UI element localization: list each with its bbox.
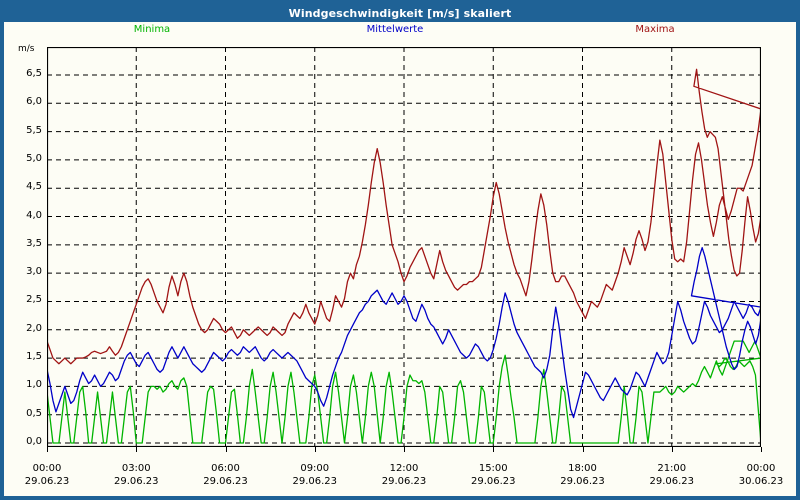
- series-line-mittelwerte: [47, 247, 761, 419]
- x-axis-tick-mark: [493, 447, 495, 452]
- x-axis-tick-label: 15:00 29.06.23: [458, 462, 528, 488]
- x-tick-date: 29.06.23: [203, 476, 248, 487]
- x-axis-tick-label: 18:00 29.06.23: [548, 462, 618, 488]
- y-axis-tick-label: 4,0: [26, 209, 42, 221]
- x-tick-date: 29.06.23: [113, 476, 159, 487]
- x-tick-time: 18:00: [568, 463, 597, 474]
- legend-item-minima: Minima: [4, 24, 300, 35]
- y-axis-tick-label: 4,5: [26, 181, 42, 193]
- y-axis-tick-label: 5,5: [26, 124, 42, 136]
- series-line-minima: [47, 340, 761, 444]
- data-series-group: [47, 68, 761, 444]
- y-axis-tick-label: 2,5: [26, 294, 42, 306]
- y-axis-tick-label: 1,0: [26, 379, 42, 391]
- chart-svg: [47, 47, 761, 447]
- x-axis-tick-label: 00:00 30.06.23: [726, 462, 796, 488]
- x-axis-tick-mark: [314, 447, 316, 452]
- x-axis-tick-mark: [47, 447, 48, 452]
- legend-label-maxima: Maxima: [635, 24, 675, 35]
- y-axis-tick-label: 5,0: [26, 152, 42, 164]
- x-tick-date: 29.06.23: [381, 476, 427, 487]
- x-tick-time: 21:00: [657, 463, 687, 474]
- x-tick-date: 29.06.23: [649, 476, 695, 487]
- x-axis-tick-mark: [404, 447, 405, 452]
- x-axis-tick-label: 03:00 29.06.23: [101, 462, 171, 488]
- legend-label-mittelwerte: Mittelwerte: [366, 24, 424, 35]
- legend-label-minima: Minima: [133, 24, 171, 35]
- legend-item-mittelwerte: Mittelwerte: [300, 24, 490, 35]
- x-tick-date: 29.06.23: [24, 476, 70, 487]
- x-tick-time: 00:00: [32, 463, 62, 474]
- y-axis-unit-label: m/s: [18, 44, 35, 54]
- x-tick-time: 06:00: [211, 463, 240, 474]
- x-axis-tick-mark: [582, 447, 584, 452]
- x-tick-date: 30.06.23: [738, 476, 784, 487]
- x-tick-time: 00:00: [746, 463, 776, 474]
- y-axis-tick-label: 6,5: [26, 68, 42, 79]
- window-title: Windgeschwindigkeit [m/s] skaliert: [288, 6, 512, 20]
- x-axis-tick-mark: [225, 447, 227, 452]
- x-axis-tick-label: 00:00 29.06.23: [12, 462, 82, 488]
- y-axis-tick-label: 0,5: [26, 407, 42, 419]
- y-axis-tick-label: 6,0: [26, 96, 42, 108]
- x-tick-time: 09:00: [300, 463, 330, 474]
- y-axis-tick-label: 3,0: [26, 266, 42, 278]
- window-titlebar: Windgeschwindigkeit [m/s] skaliert: [4, 4, 796, 22]
- x-tick-time: 03:00: [121, 463, 151, 474]
- y-axis-tick-label: 2,0: [26, 322, 42, 334]
- plot-area: [47, 47, 761, 447]
- x-axis-tick-mark: [671, 447, 673, 452]
- x-axis-tick-label: 09:00 29.06.23: [280, 462, 350, 488]
- x-axis-tick-mark: [761, 447, 762, 452]
- y-axis-tick-label: 0,0: [26, 436, 42, 447]
- x-tick-date: 29.06.23: [560, 476, 605, 487]
- x-tick-date: 29.06.23: [470, 476, 516, 487]
- x-tick-time: 12:00: [389, 463, 419, 474]
- horizontal-gridlines: [47, 74, 761, 444]
- x-axis-tick-mark: [136, 447, 138, 452]
- plot-frame: [47, 47, 761, 447]
- vertical-gridlines: [135, 47, 673, 447]
- x-tick-date: 29.06.23: [292, 476, 338, 487]
- x-axis-tick-label: 21:00 29.06.23: [637, 462, 707, 488]
- x-tick-time: 15:00: [478, 463, 508, 474]
- y-axis-tick-label: 1,5: [26, 351, 42, 363]
- y-axis-tick-label: 3,5: [26, 237, 42, 249]
- x-axis-tick-label: 06:00 29.06.23: [191, 462, 261, 488]
- x-axis-tick-label: 12:00 29.06.23: [369, 462, 439, 488]
- legend-item-maxima: Maxima: [490, 24, 800, 35]
- series-line-maxima: [47, 68, 761, 365]
